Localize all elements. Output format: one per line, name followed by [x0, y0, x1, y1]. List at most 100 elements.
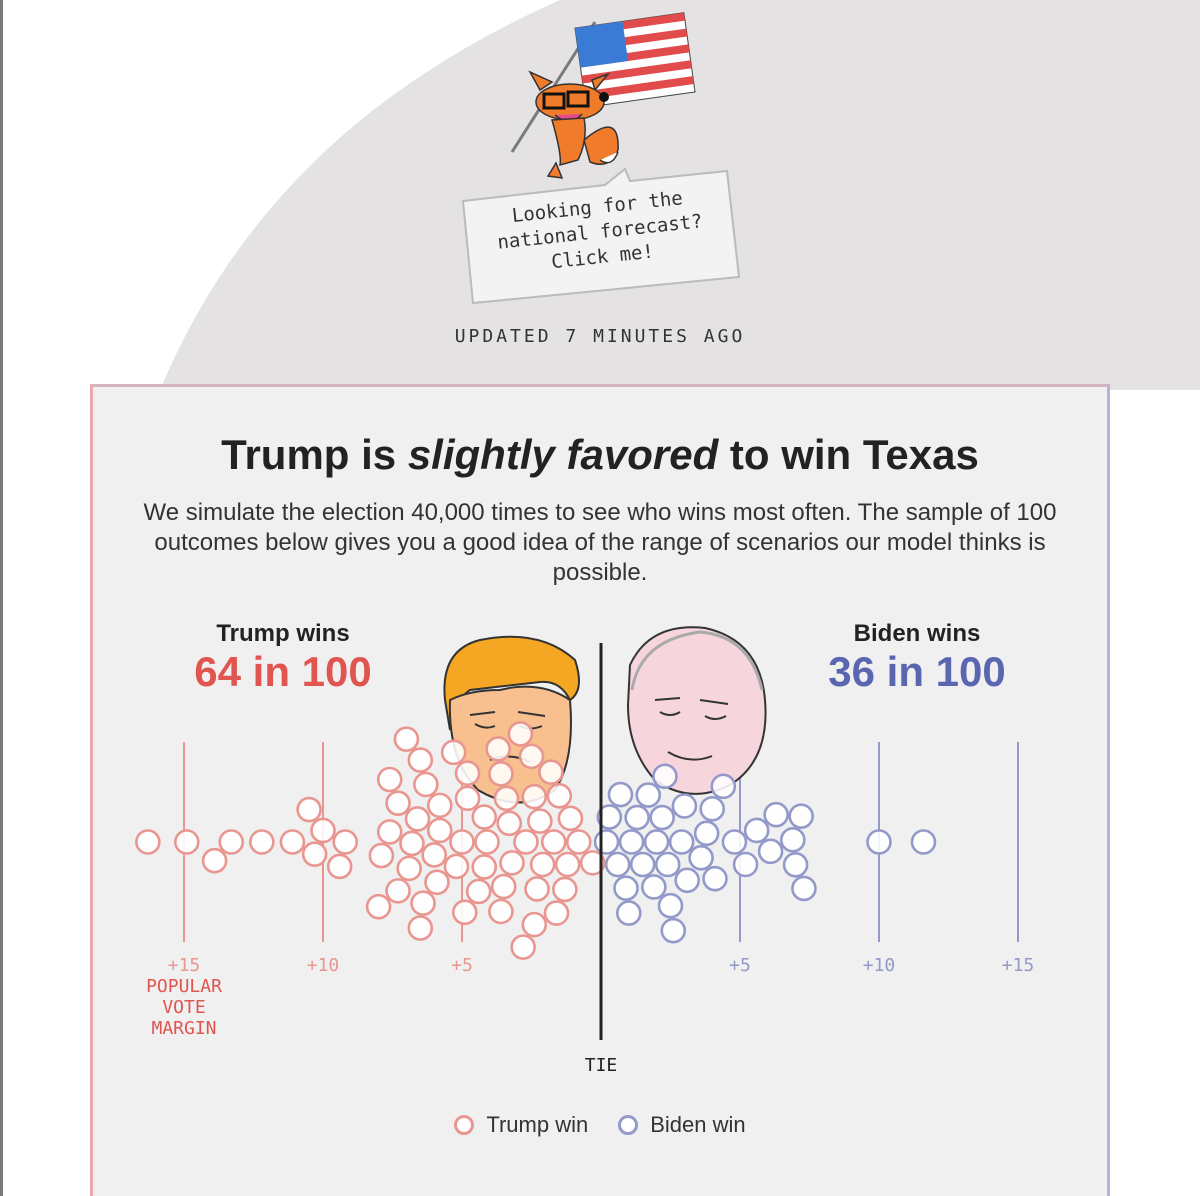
biden-win-dot: [699, 796, 726, 822]
biden-win-dot: [693, 820, 720, 847]
trump-win-dot: [396, 855, 422, 882]
trump-win-dot: [399, 830, 425, 857]
trump-win-dot: [510, 934, 536, 960]
trump-win-dot: [173, 829, 200, 855]
legend-item-biden: Biden win: [618, 1112, 746, 1138]
trump-win-dot: [521, 911, 548, 938]
trump-win-dot: [393, 726, 420, 752]
tick-label-trump-10: +10: [307, 955, 340, 976]
biden-win-dot: [791, 875, 817, 902]
biden-win-dot: [660, 917, 687, 944]
biden-win-dot: [635, 782, 662, 808]
trump-win-dot: [552, 876, 578, 903]
trump-win-dot: [326, 853, 353, 880]
biden-win-dot: [688, 844, 714, 871]
legend-swatch-trump: [454, 1115, 475, 1135]
trump-win-dot: [376, 766, 403, 793]
axis-title-line: POPULAR: [146, 976, 222, 997]
biden-win-dot: [757, 838, 784, 865]
trump-win-dot: [454, 785, 481, 812]
trump-win-dot: [424, 869, 450, 896]
trump-win-dot: [376, 819, 403, 845]
trump-win-dot: [404, 806, 431, 832]
headline-part1: Trump is: [221, 431, 408, 478]
trump-win-dot: [485, 736, 511, 762]
tick-label-trump-15: +15: [168, 955, 201, 976]
biden-win-dot: [657, 892, 684, 919]
subheading: We simulate the election 40,000 times to…: [143, 499, 1057, 586]
axis-title-line: VOTE: [162, 997, 205, 1018]
trump-win-dot: [201, 847, 228, 874]
tick-label-biden-15: +15: [1002, 955, 1035, 976]
trump-win-dot: [440, 739, 467, 766]
updated-timestamp: UPDATED 7 MINUTES AGO: [454, 326, 746, 347]
trump-win-dot: [540, 829, 567, 855]
national-forecast-callout[interactable]: Looking for the national forecast? Click…: [455, 165, 745, 310]
legend-label-biden: Biden win: [650, 1112, 746, 1137]
trump-win-dot: [421, 842, 448, 868]
trump-win-dot: [554, 851, 581, 878]
biden-win-dot: [604, 851, 631, 878]
biden-win-dot: [788, 803, 814, 829]
trump-win-dot: [426, 792, 453, 819]
trump-win-dot: [499, 850, 525, 876]
trump-win-dot: [385, 878, 411, 904]
biden-win-dot: [782, 851, 809, 878]
trump-wins-label: Trump wins: [216, 620, 350, 647]
trump-win-dot: [471, 854, 498, 880]
biden-win-dot: [732, 851, 759, 878]
trump-win-dot: [443, 853, 470, 880]
biden-win-dot: [668, 829, 695, 855]
trump-win-dot: [524, 876, 550, 902]
biden-win-dot: [615, 900, 642, 926]
biden-win-dot: [721, 829, 748, 855]
trump-win-dot: [332, 829, 359, 855]
biden-win-dot: [643, 829, 670, 855]
biden-win-dot: [671, 793, 698, 819]
trump-win-dot: [296, 796, 322, 823]
biden-win-dot: [596, 804, 623, 830]
legend-label-trump: Trump win: [486, 1112, 589, 1137]
fox-icon: [528, 70, 619, 179]
speech-bubble-shape: [461, 167, 741, 305]
trump-win-dot: [451, 899, 478, 926]
trump-win-dot: [249, 829, 275, 855]
trump-win-dot: [529, 851, 556, 878]
headline-part2: to win Texas: [718, 431, 979, 478]
trump-win-dot: [385, 790, 411, 816]
trump-win-dot: [465, 878, 492, 905]
trump-win-dot: [407, 915, 434, 941]
biden-win-dot: [866, 829, 892, 855]
page-left-rule: [0, 0, 3, 1196]
trump-win-dot: [474, 829, 500, 855]
biden-win-dot: [624, 804, 650, 831]
biden-win-dot: [629, 851, 656, 878]
trump-win-dot: [135, 829, 161, 855]
trump-win-dot: [518, 743, 545, 770]
trump-win-dot: [365, 893, 392, 920]
trump-win-dot: [368, 842, 395, 869]
biden-win-dot: [654, 851, 681, 878]
trump-win-dot: [488, 761, 514, 787]
chart-legend: Trump win Biden win: [0, 1112, 1200, 1138]
page-title: Trump is slightly favored to win Texas: [0, 431, 1200, 479]
biden-win-dot: [743, 817, 770, 844]
biden-win-dot: [710, 773, 737, 800]
trump-win-dot: [471, 804, 498, 830]
biden-win-dot: [593, 829, 620, 855]
trump-win-dot: [507, 721, 534, 747]
biden-win-dot: [702, 865, 728, 892]
biden-win-dot: [674, 867, 700, 894]
trump-win-dot: [538, 759, 564, 785]
biden-win-dot: [641, 874, 667, 900]
trump-win-dot: [426, 817, 453, 844]
biden-head-illustration: [626, 626, 767, 795]
fox-mascot-with-flag[interactable]: [500, 0, 700, 185]
dots-layer: [135, 721, 937, 960]
biden-win-dot: [763, 801, 789, 828]
biden-win-dot: [649, 804, 675, 831]
legend-item-trump: Trump win: [454, 1112, 588, 1138]
biden-wins-count: 36 in 100: [828, 648, 1006, 695]
